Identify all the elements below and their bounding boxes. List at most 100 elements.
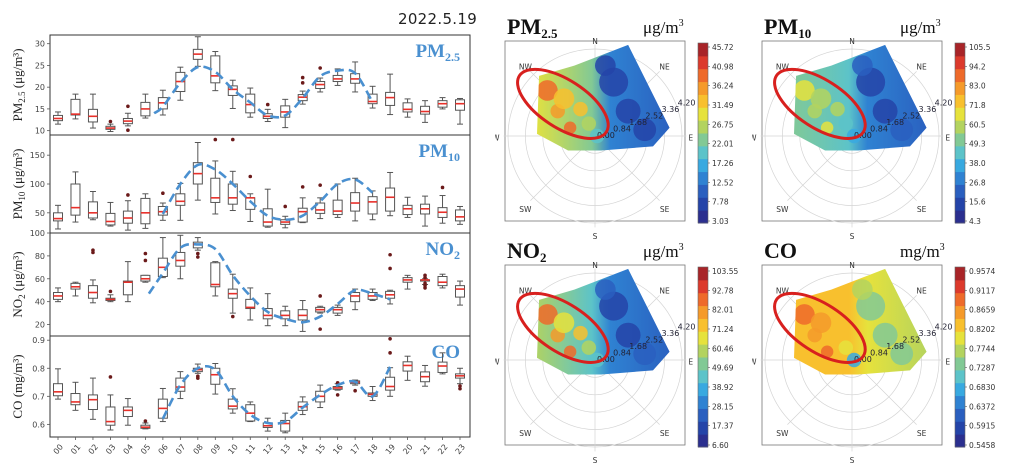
concentration-blob bbox=[838, 116, 854, 131]
x-tick-label: 16 bbox=[331, 443, 344, 457]
box-body bbox=[210, 177, 221, 203]
colorbar-tick-label: 38.0 bbox=[969, 159, 986, 168]
box-body bbox=[437, 275, 448, 287]
colorbar-tick-label: 26.8 bbox=[969, 178, 986, 187]
colorbar-segment bbox=[955, 171, 965, 185]
colorbar-segment bbox=[698, 68, 708, 83]
x-axis: 00 01 02 03 04 05 06 07 08 09 10 11 12 13 14 15 16 17 18 19… bbox=[52, 437, 467, 456]
box-23 bbox=[455, 280, 465, 306]
panel-name-label: NO2 bbox=[426, 239, 461, 262]
y-tick-label: 40 bbox=[35, 298, 45, 307]
colorbar-segment bbox=[698, 318, 708, 332]
y-axis-label: NO2 (μg/m³) bbox=[10, 251, 27, 317]
box-body bbox=[262, 308, 273, 320]
box-body bbox=[315, 202, 326, 214]
outlier-point bbox=[196, 251, 200, 256]
y-tick-label: 20 bbox=[35, 83, 45, 92]
colorbar-segment bbox=[698, 197, 708, 211]
box-18 bbox=[367, 85, 378, 109]
box-body bbox=[105, 406, 116, 426]
y-tick-label: 0.6 bbox=[32, 420, 45, 429]
box-15 bbox=[315, 294, 326, 331]
concentration-blob bbox=[872, 98, 898, 124]
concentration-blob bbox=[553, 312, 575, 334]
box-body bbox=[455, 209, 465, 222]
direction-label-n: N bbox=[592, 261, 598, 270]
colorbar-tick-label: 49.69 bbox=[712, 364, 734, 373]
outlier-point bbox=[108, 119, 113, 124]
colorbar-segment bbox=[698, 292, 708, 307]
unit-text: mg/m bbox=[900, 242, 940, 261]
outlier-point bbox=[388, 351, 392, 355]
hotspot-highlight-ellipse bbox=[516, 67, 610, 140]
box-02 bbox=[87, 248, 98, 304]
box-10 bbox=[227, 388, 238, 414]
box-01 bbox=[70, 381, 81, 411]
colorbar-segment bbox=[698, 81, 708, 95]
box-body bbox=[70, 393, 81, 406]
direction-label-w: W bbox=[752, 134, 757, 143]
box-02 bbox=[87, 93, 98, 129]
box-body bbox=[350, 192, 361, 212]
polar-title: CO bbox=[764, 238, 797, 264]
box-03 bbox=[105, 375, 116, 431]
box-13 bbox=[280, 305, 291, 327]
box-body bbox=[402, 102, 413, 113]
ring-label: 1.68 bbox=[629, 118, 647, 127]
colorbar-tick-label: 60.46 bbox=[712, 344, 734, 353]
polar-map-pm10: PM10 μg/m3 0.00 0.84 1.68 2.52 3.36 4.20 N NE E SE S… bbox=[752, 8, 1007, 243]
polar-svg: 0.000.841.682.523.364.20 N NE E SE S SW W NW 0.95… bbox=[752, 261, 995, 465]
box-14 bbox=[297, 75, 308, 105]
trend-dashed-line bbox=[147, 242, 391, 324]
direction-label-se: SE bbox=[917, 429, 927, 438]
box-02 bbox=[87, 190, 98, 221]
colorbar-tick-label: 60.5 bbox=[969, 120, 986, 129]
x-tick-label: 00 bbox=[52, 443, 65, 457]
box-body bbox=[53, 212, 63, 222]
x-tick-label: 06 bbox=[157, 443, 170, 457]
colorbar-segment bbox=[955, 120, 965, 134]
box-08 bbox=[192, 141, 203, 201]
box-14 bbox=[297, 300, 308, 332]
colorbar-segment bbox=[955, 344, 965, 358]
box-22 bbox=[437, 185, 448, 224]
concentration-blob bbox=[553, 88, 575, 110]
colorbar-segment bbox=[955, 382, 965, 397]
y-tick-label: 30 bbox=[35, 40, 45, 49]
ring-label: 2.52 bbox=[902, 335, 920, 344]
box-01 bbox=[70, 171, 81, 223]
outlier-point bbox=[440, 185, 445, 190]
box-04 bbox=[122, 104, 133, 133]
box-23 bbox=[455, 205, 465, 225]
colorbar-segment bbox=[955, 55, 965, 70]
x-tick-label: 07 bbox=[174, 443, 187, 457]
box-20 bbox=[402, 98, 413, 118]
box-03 bbox=[105, 289, 116, 303]
outlier-point bbox=[143, 251, 148, 256]
box-04 bbox=[122, 261, 133, 303]
colorbar-segment bbox=[698, 369, 708, 384]
colorbar-tick-label: 31.49 bbox=[712, 101, 734, 110]
colorbar-segment bbox=[955, 279, 965, 294]
direction-label-ne: NE bbox=[659, 286, 670, 295]
unit-text: μg/m bbox=[900, 18, 936, 37]
box-body bbox=[455, 99, 465, 111]
y-axis-label: PM10 (μg/m³) bbox=[10, 149, 27, 220]
colorbar-segment bbox=[955, 434, 965, 448]
outlier-point bbox=[353, 388, 357, 393]
colorbar-tick-label: 0.8202 bbox=[969, 325, 995, 334]
outlier-point bbox=[335, 393, 340, 397]
direction-label-nw: NW bbox=[776, 62, 790, 71]
outlier-point bbox=[300, 185, 305, 189]
box-body bbox=[437, 361, 448, 373]
box-04 bbox=[122, 193, 133, 231]
box-09 bbox=[210, 362, 221, 395]
x-tick-label: 22 bbox=[436, 443, 449, 457]
y-axis-label: PM2.5 (μg/m³) bbox=[10, 48, 27, 121]
outlier-point bbox=[318, 66, 322, 70]
box-body bbox=[385, 91, 396, 106]
box-09 bbox=[210, 137, 221, 215]
colorbar-segment bbox=[698, 94, 708, 108]
polar-unit: μg/m3 bbox=[643, 18, 684, 38]
